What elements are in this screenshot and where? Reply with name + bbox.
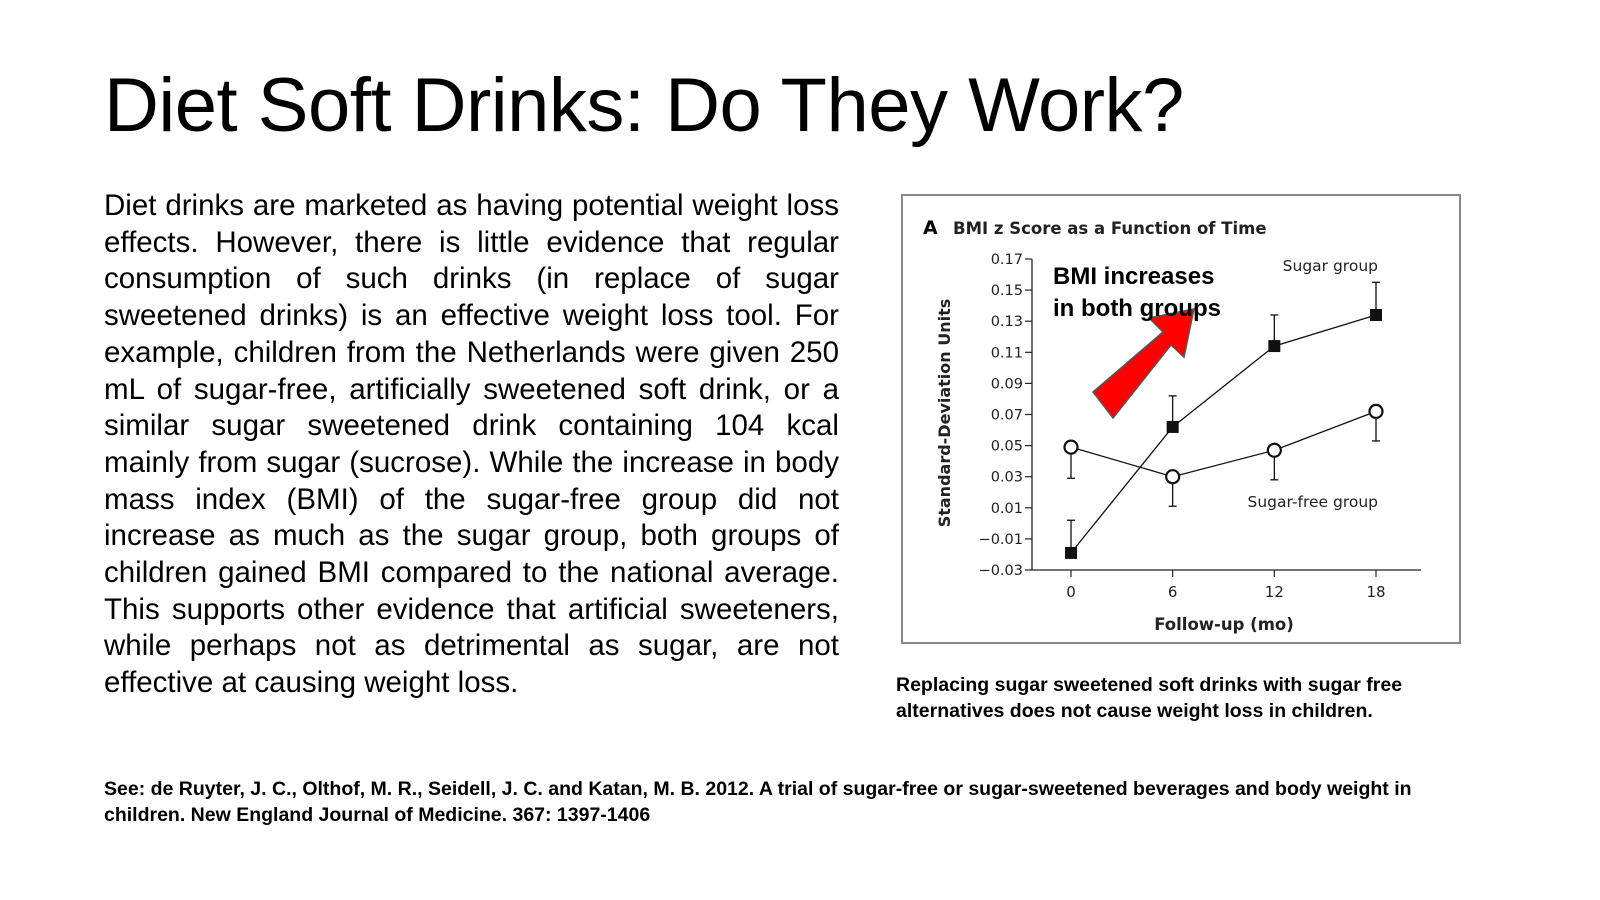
y-tick-label: 0.01: [991, 501, 1023, 517]
series-label-sugar: Sugar group: [1283, 257, 1378, 275]
red-arrow-icon: [1091, 308, 1195, 420]
chart-title: BMI z Score as a Function of Time: [953, 219, 1267, 238]
slide-title: Diet Soft Drinks: Do They Work?: [104, 63, 1184, 148]
x-tick-label: 18: [1366, 583, 1385, 601]
y-tick-label: 0.05: [991, 439, 1023, 455]
sugar-free-point: [1063, 439, 1079, 455]
bmi-chart: A BMI z Score as a Function of Time Stan…: [923, 217, 1421, 634]
sugar-point: [1370, 308, 1382, 321]
y-tick-label: 0.11: [991, 345, 1023, 361]
sugar-point: [1268, 340, 1281, 353]
x-tick-label: 0: [1066, 583, 1076, 601]
annotation-line2: in both groups: [1053, 295, 1221, 322]
figure-caption: Replacing sugar sweetened soft drinks wi…: [896, 674, 1403, 722]
y-axis-label: Standard-Deviation Units: [935, 299, 954, 528]
chart-figure: A BMI z Score as a Function of Time Stan…: [901, 194, 1461, 644]
y-tick-label: 0.15: [991, 283, 1023, 299]
y-tick-label: −0.03: [979, 563, 1023, 579]
y-tick-label: 0.09: [991, 376, 1023, 392]
sugar-free-line: [1070, 410, 1377, 478]
x-tick-label: 6: [1168, 583, 1178, 601]
y-tick-label: 0.13: [991, 314, 1023, 330]
annotation-line1: BMI increases: [1053, 263, 1214, 290]
x-axis-label: Follow-up (mo): [1154, 615, 1294, 634]
citation: See: de Ruyter, J. C., Olthof, M. R., Se…: [104, 778, 1412, 826]
body-paragraph: Diet drinks are marketed as having poten…: [104, 189, 839, 700]
sugar-free-point: [1266, 442, 1282, 458]
sugar-line: [1070, 314, 1377, 554]
sugar-point: [1166, 420, 1179, 433]
sugar-point: [1065, 546, 1077, 559]
y-tick-label: 0.03: [991, 470, 1023, 486]
panel-label: A: [923, 217, 938, 239]
sugar-free-point: [1165, 469, 1181, 485]
x-tick-label: 12: [1265, 583, 1284, 601]
y-tick-label: 0.17: [991, 252, 1023, 268]
y-tick-label: 0.07: [991, 408, 1023, 424]
sugar-free-point: [1368, 403, 1384, 419]
y-tick-label: −0.01: [979, 532, 1023, 548]
series-label-sugar-free: Sugar-free group: [1248, 493, 1378, 511]
